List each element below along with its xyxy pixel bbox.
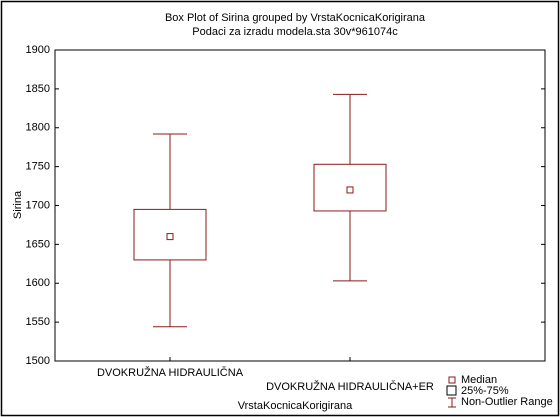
chart-title: Box Plot of Sirina grouped by VrstaKocni…: [165, 12, 426, 24]
y-tick-label: 1500: [26, 355, 50, 367]
legend-box: [446, 385, 457, 396]
x-tick-label: DVOKRUŽNA HIDRAULIČNA: [97, 366, 244, 379]
legend-label: Non-Outlier Range: [461, 396, 553, 408]
y-tick-label: 1650: [26, 238, 50, 250]
legend-median: [448, 376, 456, 384]
y-axis-label: Sirina: [12, 190, 24, 219]
y-tick-label: 1750: [26, 161, 50, 173]
y-tick-label: 1600: [26, 277, 50, 289]
median: [166, 233, 174, 241]
legend-label: Median: [461, 374, 497, 386]
y-tick-label: 1900: [26, 44, 50, 56]
y-tick-label: 1700: [26, 199, 50, 211]
x-axis-label: VrstaKocnicaKorigirana: [238, 400, 353, 412]
y-tick-label: 1850: [26, 83, 50, 95]
legend-label: 25%-75%: [461, 385, 509, 397]
y-tick-label: 1550: [26, 316, 50, 328]
y-tick-label: 1800: [26, 122, 50, 134]
x-tick-label: DVOKRUŽNA HIDRAULIČNA+ER: [266, 380, 434, 393]
chart-subtitle: Podaci za izradu modela.sta 30v*961074c: [192, 26, 398, 38]
median: [346, 186, 354, 194]
